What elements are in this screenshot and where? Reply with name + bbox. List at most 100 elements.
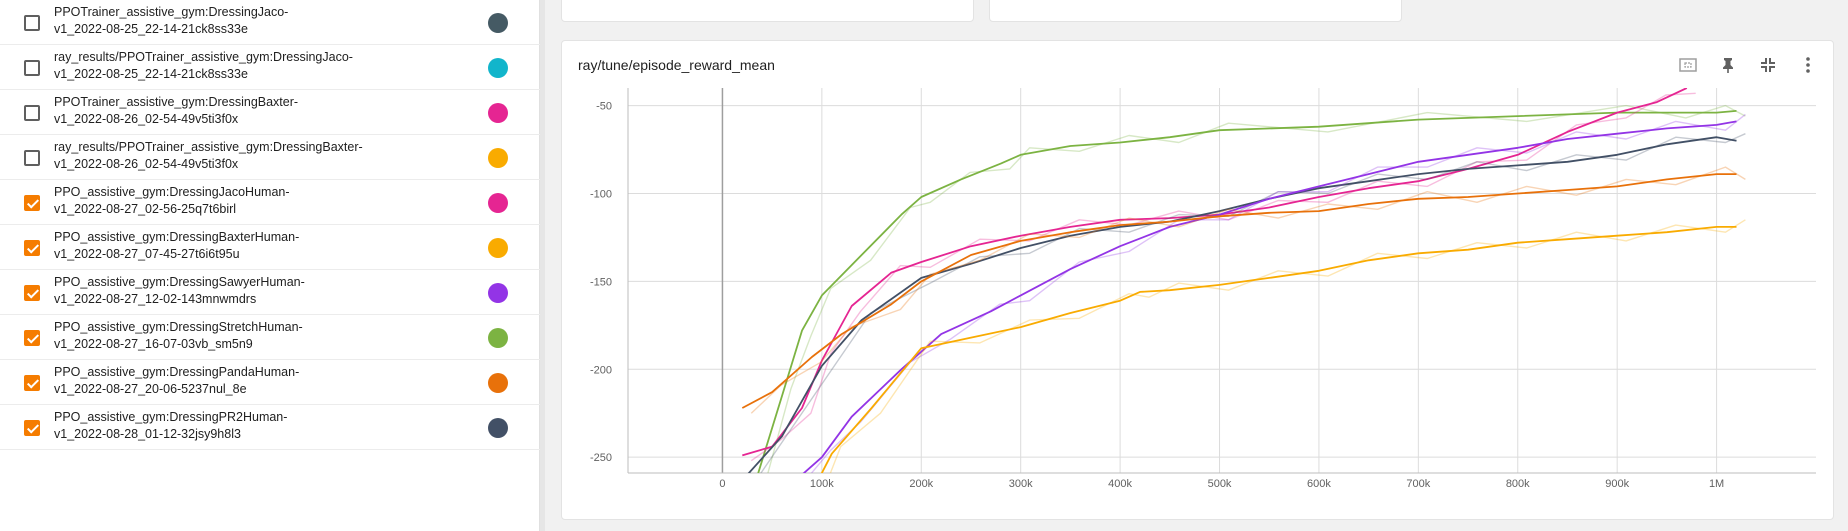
x-tick-label: 800k: [1506, 478, 1530, 490]
run-color-swatch[interactable]: [488, 418, 508, 438]
run-row[interactable]: PPOTrainer_assistive_gym:DressingBaxter-…: [0, 90, 540, 135]
run-name-line1: PPO_assistive_gym:DressingBaxterHuman-: [54, 230, 300, 244]
run-row[interactable]: ray_results/PPOTrainer_assistive_gym:Dre…: [0, 135, 540, 180]
chart-card: ray/tune/episode_reward_mean -250 -200 -15…: [561, 40, 1834, 520]
run-checkbox[interactable]: [24, 240, 40, 256]
chart-title: ray/tune/episode_reward_mean: [578, 57, 775, 73]
run-color-swatch[interactable]: [488, 373, 508, 393]
run-checkbox[interactable]: [24, 60, 40, 76]
run-checkbox[interactable]: [24, 420, 40, 436]
series-line: [820, 225, 1737, 473]
run-checkbox[interactable]: [24, 195, 40, 211]
run-color-swatch[interactable]: [488, 328, 508, 348]
pin-button[interactable]: [1714, 51, 1742, 79]
run-row[interactable]: PPO_assistive_gym:DressingPR2Human-v1_20…: [0, 405, 540, 450]
y-tick-label: -100: [590, 188, 612, 200]
previous-chart-card: [561, 0, 974, 22]
run-name: ray_results/PPOTrainer_assistive_gym:Dre…: [54, 49, 384, 83]
y-tick-label: -50: [596, 101, 612, 113]
run-color-swatch[interactable]: [488, 103, 508, 123]
more-menu-button[interactable]: [1794, 51, 1822, 79]
run-name-line2: v1_2022-08-26_02-54-49v5ti3f0x: [54, 112, 239, 126]
run-row[interactable]: PPOTrainer_assistive_gym:DressingJaco-v1…: [0, 0, 540, 45]
run-name-line1: PPO_assistive_gym:DressingStretchHuman-: [54, 320, 303, 334]
run-name: PPO_assistive_gym:DressingBaxterHuman-v1…: [54, 229, 384, 263]
run-name-line1: PPOTrainer_assistive_gym:DressingJaco-: [54, 5, 289, 19]
run-name: ray_results/PPOTrainer_assistive_gym:Dre…: [54, 139, 384, 173]
run-name: PPOTrainer_assistive_gym:DressingBaxter-…: [54, 94, 384, 128]
x-tick-label: 900k: [1605, 478, 1629, 490]
run-name-line1: PPO_assistive_gym:DressingJacoHuman-: [54, 185, 290, 199]
run-name: PPO_assistive_gym:DressingPandaHuman-v1_…: [54, 364, 384, 398]
pin-icon: [1723, 58, 1733, 73]
x-tick-label: 700k: [1406, 478, 1430, 490]
run-row[interactable]: PPO_assistive_gym:DressingSawyerHuman-v1…: [0, 270, 540, 315]
run-name-line2: v1_2022-08-26_02-54-49v5ti3f0x: [54, 157, 239, 171]
run-row[interactable]: ray_results/PPOTrainer_assistive_gym:Dre…: [0, 45, 540, 90]
run-color-swatch[interactable]: [488, 58, 508, 78]
run-color-swatch[interactable]: [488, 193, 508, 213]
run-name: PPO_assistive_gym:DressingPR2Human-v1_20…: [54, 409, 384, 443]
x-tick-label: 1M: [1709, 478, 1724, 490]
sidebar-resize-handle[interactable]: [540, 0, 545, 531]
x-tick-label: 500k: [1208, 478, 1232, 490]
series-line: [802, 120, 1737, 473]
series-raw-line: [810, 113, 1746, 473]
run-checkbox[interactable]: [24, 105, 40, 121]
series-raw-line: [750, 92, 1696, 462]
fit-domain-icon: [1679, 58, 1697, 72]
run-checkbox[interactable]: [24, 285, 40, 301]
series-raw-line: [760, 133, 1746, 473]
x-tick-label: 100k: [810, 478, 834, 490]
run-name-line2: v1_2022-08-27_16-07-03vb_sm5n9: [54, 337, 253, 351]
x-tick-label: 600k: [1307, 478, 1331, 490]
series-line: [747, 136, 1737, 473]
run-row[interactable]: PPO_assistive_gym:DressingBaxterHuman-v1…: [0, 225, 540, 270]
x-tick-label: 300k: [1009, 478, 1033, 490]
run-row[interactable]: PPO_assistive_gym:DressingPandaHuman-v1_…: [0, 360, 540, 405]
collapse-icon: [1761, 58, 1775, 72]
run-name-line2: v1_2022-08-27_20-06-5237nul_8e: [54, 382, 247, 396]
collapse-button[interactable]: [1754, 51, 1782, 79]
series-raw-line: [767, 104, 1746, 473]
more-vert-icon: [1806, 57, 1810, 73]
run-checkbox[interactable]: [24, 150, 40, 166]
run-checkbox[interactable]: [24, 330, 40, 346]
x-tick-label: 200k: [909, 478, 933, 490]
line-chart[interactable]: -250 -200 -150 -100 -50 0 100k 200k 300k 400k 500k…: [562, 41, 1835, 521]
y-tick-label: -200: [590, 364, 612, 376]
run-name-line2: v1_2022-08-25_22-14-21ck8ss33e: [54, 22, 248, 36]
run-name-line1: ray_results/PPOTrainer_assistive_gym:Dre…: [54, 140, 363, 154]
series-raw-line: [750, 166, 1746, 414]
run-row[interactable]: PPO_assistive_gym:DressingJacoHuman-v1_2…: [0, 180, 540, 225]
run-name: PPO_assistive_gym:DressingSawyerHuman-v1…: [54, 274, 384, 308]
run-name-line1: PPO_assistive_gym:DressingPR2Human-: [54, 410, 288, 424]
run-color-swatch[interactable]: [488, 148, 508, 168]
run-name: PPO_assistive_gym:DressingJacoHuman-v1_2…: [54, 184, 384, 218]
x-tick-label: 0: [719, 478, 725, 490]
run-name-line2: v1_2022-08-27_07-45-27t6i6t95u: [54, 247, 240, 261]
x-tick-label: 400k: [1108, 478, 1132, 490]
run-name: PPOTrainer_assistive_gym:DressingJaco-v1…: [54, 4, 384, 38]
series-line: [741, 173, 1737, 409]
run-name-line1: PPOTrainer_assistive_gym:DressingBaxter-: [54, 95, 299, 109]
y-tick-label: -250: [590, 452, 612, 464]
run-color-swatch[interactable]: [488, 283, 508, 303]
run-list-sidebar: PPOTrainer_assistive_gym:DressingJaco-v1…: [0, 0, 540, 531]
run-name: PPO_assistive_gym:DressingStretchHuman-v…: [54, 319, 384, 353]
run-name-line2: v1_2022-08-27_02-56-25q7t6birl: [54, 202, 237, 216]
run-name-line2: v1_2022-08-27_12-02-143mnwmdrs: [54, 292, 257, 306]
fit-domain-button[interactable]: [1674, 51, 1702, 79]
run-checkbox[interactable]: [24, 15, 40, 31]
run-row[interactable]: PPO_assistive_gym:DressingStretchHuman-v…: [0, 315, 540, 360]
series-group: [741, 88, 1746, 473]
run-checkbox[interactable]: [24, 375, 40, 391]
series-line: [757, 110, 1737, 473]
run-color-swatch[interactable]: [488, 13, 508, 33]
run-name-line1: PPO_assistive_gym:DressingSawyerHuman-: [54, 275, 305, 289]
previous-chart-card: [989, 0, 1402, 22]
y-tick-label: -150: [590, 276, 612, 288]
run-name-line1: PPO_assistive_gym:DressingPandaHuman-: [54, 365, 300, 379]
run-name-line1: ray_results/PPOTrainer_assistive_gym:Dre…: [54, 50, 353, 64]
run-color-swatch[interactable]: [488, 238, 508, 258]
